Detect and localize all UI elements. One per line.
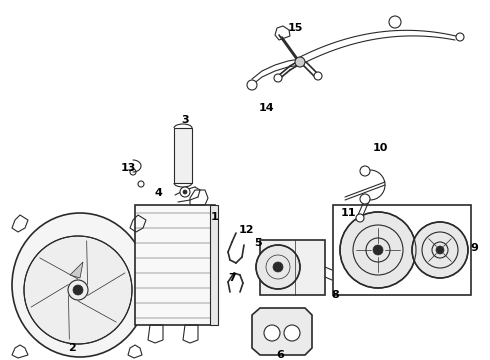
- Circle shape: [274, 74, 282, 82]
- Text: 9: 9: [470, 243, 478, 253]
- Bar: [174, 128, 192, 183]
- Circle shape: [389, 16, 401, 28]
- Circle shape: [73, 285, 83, 295]
- Polygon shape: [70, 262, 83, 278]
- Circle shape: [412, 222, 468, 278]
- Circle shape: [356, 214, 364, 222]
- Text: 14: 14: [258, 103, 274, 113]
- Bar: [333, 205, 471, 295]
- Circle shape: [284, 325, 300, 341]
- Circle shape: [295, 57, 305, 67]
- Circle shape: [360, 194, 370, 204]
- Bar: [210, 205, 218, 325]
- Text: 5: 5: [254, 238, 262, 248]
- Text: 2: 2: [68, 343, 76, 353]
- Circle shape: [264, 325, 280, 341]
- Text: 3: 3: [181, 115, 189, 125]
- Circle shape: [360, 166, 370, 176]
- Text: 15: 15: [287, 23, 303, 33]
- Circle shape: [314, 72, 322, 80]
- Text: 10: 10: [372, 143, 388, 153]
- Bar: [260, 240, 325, 295]
- Text: 13: 13: [121, 163, 136, 173]
- Circle shape: [180, 187, 190, 197]
- Text: 8: 8: [331, 290, 339, 300]
- Ellipse shape: [12, 213, 148, 357]
- Circle shape: [183, 190, 187, 194]
- Text: 7: 7: [228, 273, 236, 283]
- Circle shape: [24, 236, 132, 344]
- Text: 4: 4: [154, 188, 162, 198]
- Circle shape: [273, 262, 283, 272]
- Text: 12: 12: [238, 225, 254, 235]
- Text: 11: 11: [340, 208, 356, 218]
- Polygon shape: [252, 308, 312, 355]
- Circle shape: [256, 245, 300, 289]
- Circle shape: [436, 246, 444, 254]
- Polygon shape: [135, 205, 215, 325]
- Circle shape: [456, 33, 464, 41]
- Circle shape: [247, 80, 257, 90]
- Circle shape: [373, 245, 383, 255]
- Circle shape: [340, 212, 416, 288]
- Text: 6: 6: [276, 350, 284, 360]
- Text: 1: 1: [211, 212, 219, 222]
